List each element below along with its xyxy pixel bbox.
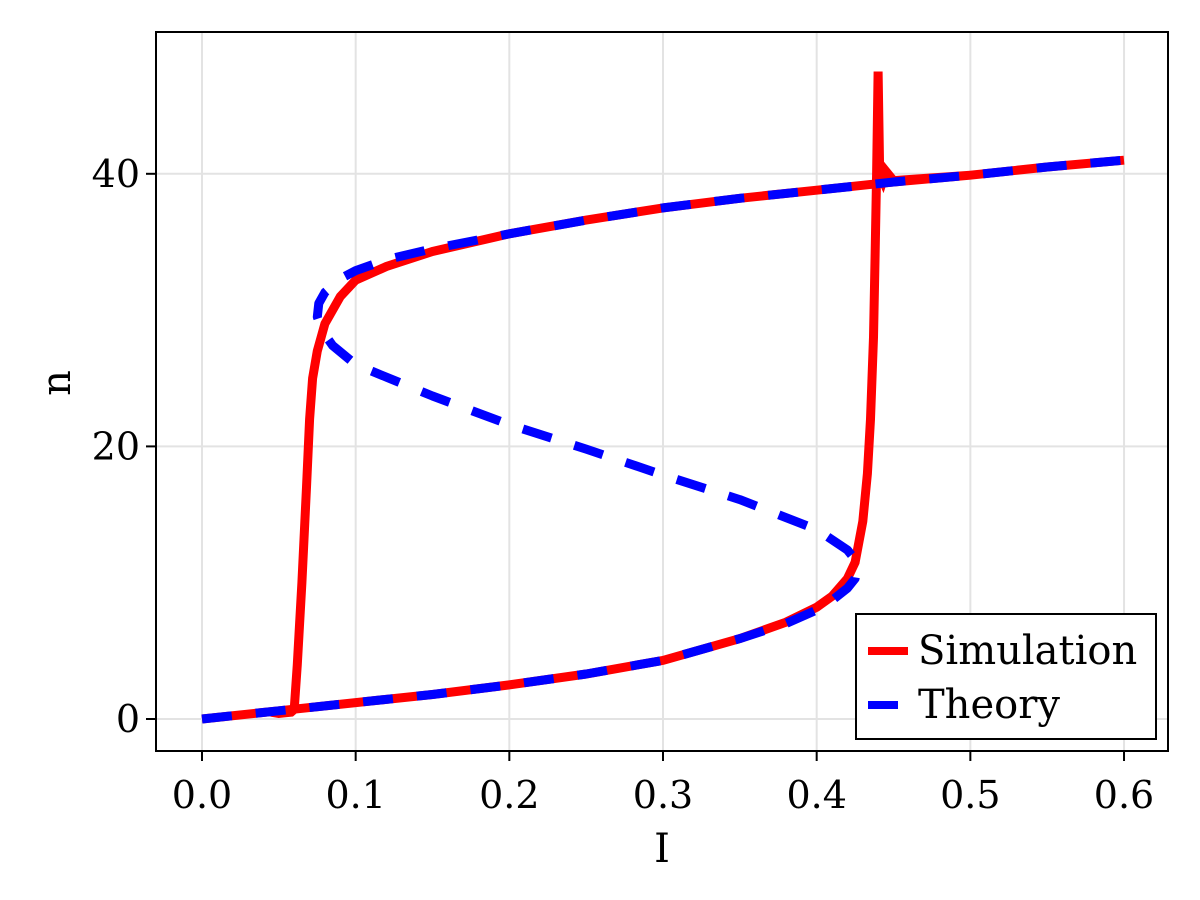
x-tick-label: 0.1 xyxy=(325,773,385,817)
plot-frame xyxy=(155,31,1169,752)
x-axis-ticks: 0.0 0.1 0.2 0.3 0.4 0.5 0.6 xyxy=(172,751,1154,817)
y-tick-label: 40 xyxy=(92,152,140,196)
legend-box xyxy=(855,613,1157,740)
x-axis-label: I xyxy=(654,826,670,872)
x-tick-label: 0.5 xyxy=(940,773,1000,817)
y-axis-label: n xyxy=(34,370,80,396)
x-tick-label: 0.0 xyxy=(172,773,232,817)
legend: Simulation Theory xyxy=(855,613,1157,740)
plot-series xyxy=(201,71,1125,724)
x-tick-label: 0.2 xyxy=(479,773,539,817)
x-tick-label: 0.4 xyxy=(786,773,846,817)
x-tick-label: 0.6 xyxy=(1094,773,1154,817)
series-theory xyxy=(201,155,1125,724)
legend-label-simulation: Simulation xyxy=(918,628,1137,674)
legend-label-theory: Theory xyxy=(918,682,1060,728)
x-tick-label: 0.3 xyxy=(633,773,693,817)
y-tick-label: 0 xyxy=(116,697,140,741)
y-axis-ticks: 0 20 40 xyxy=(92,152,156,741)
y-tick-label: 20 xyxy=(92,424,140,468)
